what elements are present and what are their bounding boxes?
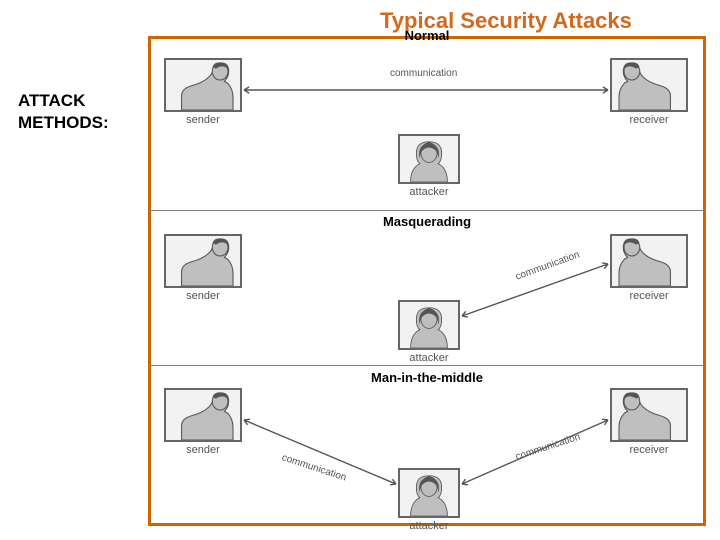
sender-label: sender bbox=[164, 290, 242, 302]
attacker-label: attacker bbox=[398, 352, 460, 364]
receiver-box bbox=[610, 388, 688, 442]
person-icon bbox=[612, 60, 686, 110]
person-icon bbox=[612, 390, 686, 440]
attacker-label: attacker bbox=[398, 520, 460, 532]
person-icon bbox=[612, 236, 686, 286]
receiver-label: receiver bbox=[610, 290, 688, 302]
person-icon bbox=[400, 136, 458, 182]
person-icon bbox=[166, 390, 240, 440]
sender-label: sender bbox=[164, 114, 242, 126]
attacker-box bbox=[398, 468, 460, 518]
panel-title: Man-in-the-middle bbox=[148, 370, 706, 385]
attacker-label: attacker bbox=[398, 186, 460, 198]
receiver-label: receiver bbox=[610, 444, 688, 456]
person-icon bbox=[166, 236, 240, 286]
person-icon bbox=[166, 60, 240, 110]
panel-title: Normal bbox=[148, 28, 706, 43]
receiver-label: receiver bbox=[610, 114, 688, 126]
receiver-box bbox=[610, 234, 688, 288]
panel-divider bbox=[148, 210, 706, 211]
sender-box bbox=[164, 234, 242, 288]
person-icon bbox=[400, 302, 458, 348]
communication-label: communication bbox=[390, 68, 457, 79]
side-label: ATTACK METHODS: bbox=[18, 90, 109, 134]
panel-divider bbox=[148, 365, 706, 366]
sender-label: sender bbox=[164, 444, 242, 456]
attacker-box bbox=[398, 134, 460, 184]
side-label-line1: ATTACK bbox=[18, 90, 109, 112]
sender-box bbox=[164, 388, 242, 442]
panel-title: Masquerading bbox=[148, 214, 706, 229]
side-label-line2: METHODS: bbox=[18, 112, 109, 134]
attacker-box bbox=[398, 300, 460, 350]
sender-box bbox=[164, 58, 242, 112]
receiver-box bbox=[610, 58, 688, 112]
person-icon bbox=[400, 470, 458, 516]
